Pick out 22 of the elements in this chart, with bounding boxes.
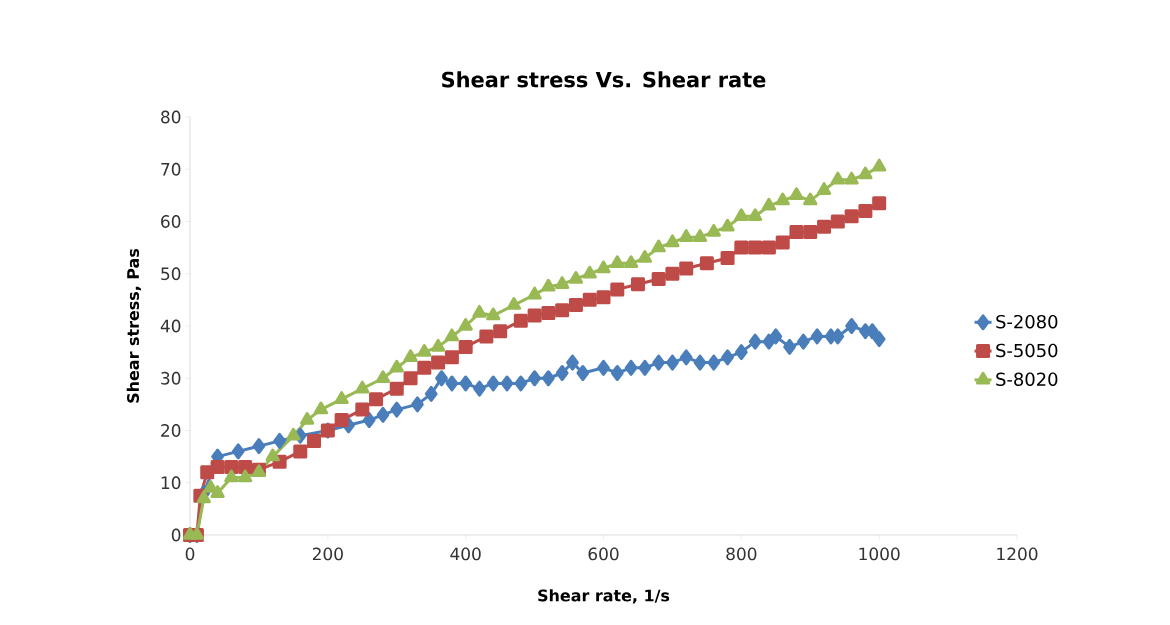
y-axis-title: Shear stress, Pas [126,248,142,403]
x-tick-label: 0 [185,547,195,561]
legend-label: S-8020 [996,372,1058,387]
y-tick-label: 80 [161,110,181,124]
legend-label: S-5050 [996,343,1058,358]
y-tick-label: 30 [161,371,181,385]
y-tick-label: 40 [160,319,181,333]
x-tick-label: 800 [726,547,757,561]
x-tick-label: 1000 [859,547,900,561]
y-tick-label: 20 [161,424,181,437]
x-tick-label: 600 [588,547,619,561]
x-tick-label: 1200 [997,547,1038,561]
y-tick-label: 70 [161,162,181,176]
legend-label: S-2080 [996,314,1058,329]
y-tick-label: 50 [161,267,181,281]
x-tick-label: 200 [312,547,343,561]
chart-title: Shear stress Vs. Shear rate [442,71,766,88]
y-tick-label: 0 [171,528,181,542]
x-tick-label: 400 [450,547,481,561]
y-tick-label: 10 [161,476,181,490]
x-axis-title: Shear rate, 1/s [538,589,670,604]
y-tick-label: 60 [161,215,181,228]
